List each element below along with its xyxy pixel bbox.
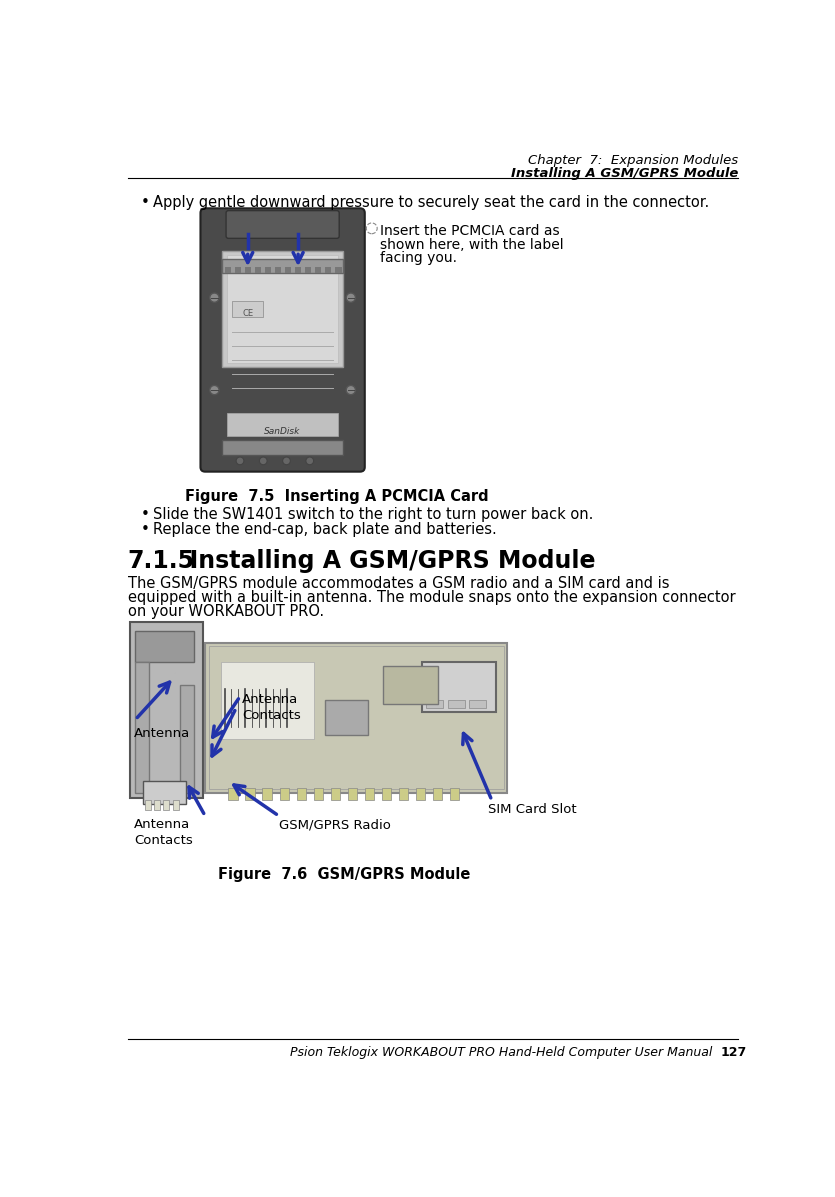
Circle shape — [260, 457, 267, 464]
Text: Figure  7.6  GSM/GPRS Module: Figure 7.6 GSM/GPRS Module — [219, 868, 471, 882]
Text: Antenna
Contacts: Antenna Contacts — [134, 819, 193, 847]
Bar — [245, 788, 255, 801]
Bar — [280, 788, 289, 801]
Circle shape — [215, 752, 242, 779]
Text: shown here, with the label: shown here, with the label — [379, 237, 563, 251]
Circle shape — [347, 293, 356, 303]
Circle shape — [210, 293, 219, 303]
Text: 127: 127 — [721, 1046, 746, 1059]
Bar — [143, 782, 185, 804]
Text: on your WORKABOUT PRO.: on your WORKABOUT PRO. — [128, 604, 324, 619]
Bar — [399, 788, 408, 801]
Bar — [365, 788, 374, 801]
Bar — [180, 685, 194, 792]
Bar — [154, 800, 160, 810]
Bar — [235, 267, 240, 273]
Bar — [205, 643, 508, 792]
Bar — [222, 259, 343, 273]
Bar — [315, 267, 321, 273]
Text: SIM Card Slot: SIM Card Slot — [488, 803, 577, 816]
Text: Figure  7.5  Inserting A PCMCIA Card: Figure 7.5 Inserting A PCMCIA Card — [185, 488, 488, 504]
Circle shape — [306, 457, 314, 464]
Bar — [336, 267, 342, 273]
Bar — [222, 251, 343, 367]
Text: Antenna
Contacts: Antenna Contacts — [242, 693, 301, 722]
Bar — [326, 267, 331, 273]
Text: SanDisk: SanDisk — [265, 427, 301, 436]
FancyBboxPatch shape — [226, 211, 339, 238]
Bar — [232, 302, 263, 317]
Bar — [164, 800, 170, 810]
Text: Installing A GSM/GPRS Module: Installing A GSM/GPRS Module — [173, 549, 595, 573]
FancyBboxPatch shape — [130, 621, 203, 798]
Bar — [144, 800, 151, 810]
Bar — [382, 788, 391, 801]
Bar — [450, 788, 459, 801]
Text: Apply gentle downward pressure to securely seat the card in the connector.: Apply gentle downward pressure to secure… — [153, 195, 710, 211]
Text: The GSM/GPRS module accommodates a GSM radio and a SIM card and is: The GSM/GPRS module accommodates a GSM r… — [128, 577, 669, 591]
Bar — [209, 646, 504, 789]
Text: Psion Teklogix WORKABOUT PRO Hand-Held Computer User Manual: Psion Teklogix WORKABOUT PRO Hand-Held C… — [291, 1046, 713, 1059]
Text: 7.1.5: 7.1.5 — [128, 549, 195, 573]
Bar — [135, 662, 149, 792]
Text: Chapter  7:  Expansion Modules: Chapter 7: Expansion Modules — [529, 154, 738, 168]
Bar — [285, 267, 291, 273]
Bar — [433, 788, 443, 801]
Bar — [265, 267, 271, 273]
Bar — [426, 700, 443, 709]
Bar — [423, 662, 496, 712]
Bar — [296, 788, 306, 801]
Bar — [135, 631, 194, 662]
Bar — [331, 788, 340, 801]
Bar — [255, 267, 261, 273]
Circle shape — [210, 385, 219, 395]
Circle shape — [347, 385, 356, 395]
Text: Replace the end-cap, back plate and batteries.: Replace the end-cap, back plate and batt… — [153, 522, 497, 537]
Bar — [227, 413, 338, 436]
Text: •: • — [141, 522, 149, 537]
Bar — [448, 700, 465, 709]
Bar — [262, 788, 271, 801]
Bar — [305, 267, 311, 273]
Text: Insert the PCMCIA card as: Insert the PCMCIA card as — [379, 225, 559, 238]
Text: •: • — [141, 508, 149, 522]
Text: Installing A GSM/GPRS Module: Installing A GSM/GPRS Module — [511, 166, 738, 180]
Bar — [326, 700, 368, 735]
Bar — [227, 255, 338, 363]
Text: •: • — [141, 195, 149, 211]
Bar — [275, 267, 281, 273]
Circle shape — [207, 745, 250, 788]
Bar — [347, 788, 357, 801]
Bar — [245, 267, 250, 273]
Bar — [295, 267, 301, 273]
Bar — [173, 800, 179, 810]
Bar — [229, 788, 238, 801]
Text: Slide the SW1401 switch to the right to turn power back on.: Slide the SW1401 switch to the right to … — [153, 508, 594, 522]
Text: GSM/GPRS Radio: GSM/GPRS Radio — [279, 819, 391, 831]
Bar — [222, 440, 343, 456]
Bar — [469, 700, 487, 709]
Text: Antenna: Antenna — [134, 728, 190, 740]
Bar — [416, 788, 425, 801]
FancyBboxPatch shape — [200, 208, 365, 472]
Text: CE: CE — [242, 309, 253, 318]
Circle shape — [282, 457, 291, 464]
Bar — [225, 267, 230, 273]
Text: equipped with a built-in antenna. The module snaps onto the expansion connector: equipped with a built-in antenna. The mo… — [128, 590, 736, 606]
Circle shape — [236, 457, 244, 464]
Text: facing you.: facing you. — [379, 250, 457, 265]
Bar — [314, 788, 323, 801]
Bar — [220, 662, 314, 739]
Bar — [383, 666, 438, 704]
